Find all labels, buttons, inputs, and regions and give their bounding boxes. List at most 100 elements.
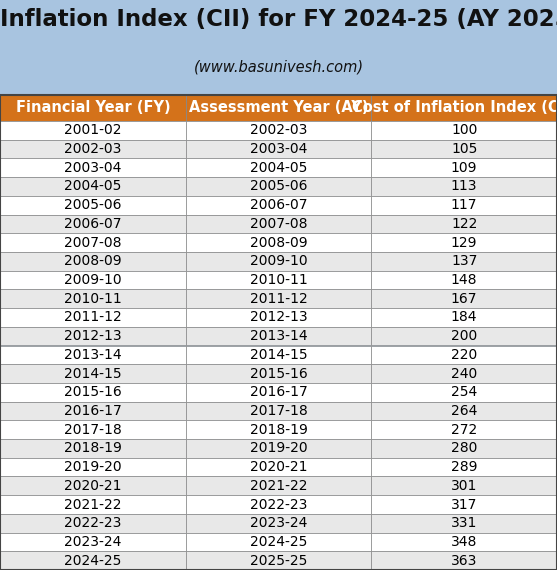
Text: 272: 272 [451, 423, 477, 437]
Text: 264: 264 [451, 404, 477, 418]
Text: 2004-05: 2004-05 [64, 180, 121, 193]
Bar [372, 345, 557, 364]
Text: 2016-17: 2016-17 [64, 404, 122, 418]
Text: 2018-19: 2018-19 [250, 423, 307, 437]
Text: 2021-22: 2021-22 [64, 498, 121, 511]
Text: 2025-25: 2025-25 [250, 553, 307, 568]
Bar [0, 439, 185, 458]
Bar [372, 532, 557, 551]
Text: 301: 301 [451, 479, 477, 493]
Text: 2002-03: 2002-03 [64, 142, 121, 156]
Text: 2001-02: 2001-02 [64, 123, 121, 137]
Bar [185, 196, 372, 214]
Text: 113: 113 [451, 180, 477, 193]
Bar [0, 233, 185, 252]
Text: 2022-23: 2022-23 [250, 498, 307, 511]
Bar [372, 439, 557, 458]
Text: 289: 289 [451, 460, 477, 474]
Text: 2013-14: 2013-14 [64, 348, 121, 362]
Text: 2007-08: 2007-08 [64, 235, 121, 250]
Bar [185, 383, 372, 402]
Text: 2007-08: 2007-08 [250, 217, 307, 231]
Text: 2006-07: 2006-07 [64, 217, 121, 231]
Text: 109: 109 [451, 161, 477, 175]
Bar [372, 458, 557, 477]
Bar [185, 158, 372, 177]
Bar [372, 364, 557, 383]
Bar [0, 364, 185, 383]
Bar [0, 252, 185, 271]
Text: 137: 137 [451, 254, 477, 268]
Bar [0, 383, 185, 402]
Bar [0, 551, 185, 570]
Bar [372, 214, 557, 233]
Bar [0, 271, 185, 290]
Bar [0, 121, 185, 140]
Bar [372, 233, 557, 252]
Text: 2016-17: 2016-17 [250, 385, 307, 399]
Text: (www.basunivesh.com): (www.basunivesh.com) [193, 60, 364, 75]
Text: 2011-12: 2011-12 [64, 311, 122, 324]
Text: 317: 317 [451, 498, 477, 511]
Text: Financial Year (FY): Financial Year (FY) [16, 100, 170, 116]
Bar [0, 95, 557, 570]
Text: 280: 280 [451, 441, 477, 455]
Text: 2004-05: 2004-05 [250, 161, 307, 175]
Bar [185, 477, 372, 495]
Bar [372, 495, 557, 514]
Bar [185, 327, 372, 345]
Text: 2018-19: 2018-19 [64, 441, 122, 455]
Bar [372, 95, 557, 121]
Text: 2010-11: 2010-11 [250, 273, 307, 287]
Text: 220: 220 [451, 348, 477, 362]
Bar [0, 458, 185, 477]
Text: 2017-18: 2017-18 [250, 404, 307, 418]
Text: 240: 240 [451, 367, 477, 381]
Text: 2005-06: 2005-06 [64, 198, 121, 212]
Text: 2022-23: 2022-23 [64, 516, 121, 530]
Bar [0, 327, 185, 345]
Text: 331: 331 [451, 516, 477, 530]
Text: 2002-03: 2002-03 [250, 123, 307, 137]
Text: 2011-12: 2011-12 [250, 292, 307, 306]
Bar [185, 121, 372, 140]
Bar [372, 121, 557, 140]
Text: 2020-21: 2020-21 [64, 479, 121, 493]
Bar [372, 196, 557, 214]
Text: 105: 105 [451, 142, 477, 156]
Text: 2023-24: 2023-24 [250, 516, 307, 530]
Bar [372, 477, 557, 495]
Text: 2017-18: 2017-18 [64, 423, 122, 437]
Bar [0, 140, 185, 158]
Bar [185, 532, 372, 551]
Bar [185, 514, 372, 532]
Text: 2021-22: 2021-22 [250, 479, 307, 493]
Bar [185, 345, 372, 364]
Bar [185, 290, 372, 308]
Bar [372, 252, 557, 271]
Text: 2012-13: 2012-13 [250, 311, 307, 324]
Text: Cost of Inflation Index (CII): Cost of Inflation Index (CII) [352, 100, 557, 116]
Text: 2013-14: 2013-14 [250, 329, 307, 343]
Text: 2006-07: 2006-07 [250, 198, 307, 212]
Bar [0, 532, 185, 551]
Text: 167: 167 [451, 292, 477, 306]
Bar [372, 551, 557, 570]
Bar [372, 271, 557, 290]
Bar [372, 290, 557, 308]
Bar [185, 95, 372, 121]
Bar [185, 140, 372, 158]
Bar [185, 252, 372, 271]
Bar [185, 308, 372, 327]
Bar [0, 495, 185, 514]
Bar [0, 214, 185, 233]
Bar [0, 0, 557, 95]
Text: 2015-16: 2015-16 [250, 367, 307, 381]
Bar [372, 140, 557, 158]
Text: 2003-04: 2003-04 [64, 161, 121, 175]
Bar [185, 271, 372, 290]
Text: 100: 100 [451, 123, 477, 137]
Bar [0, 402, 185, 420]
Bar [372, 327, 557, 345]
Bar [185, 458, 372, 477]
